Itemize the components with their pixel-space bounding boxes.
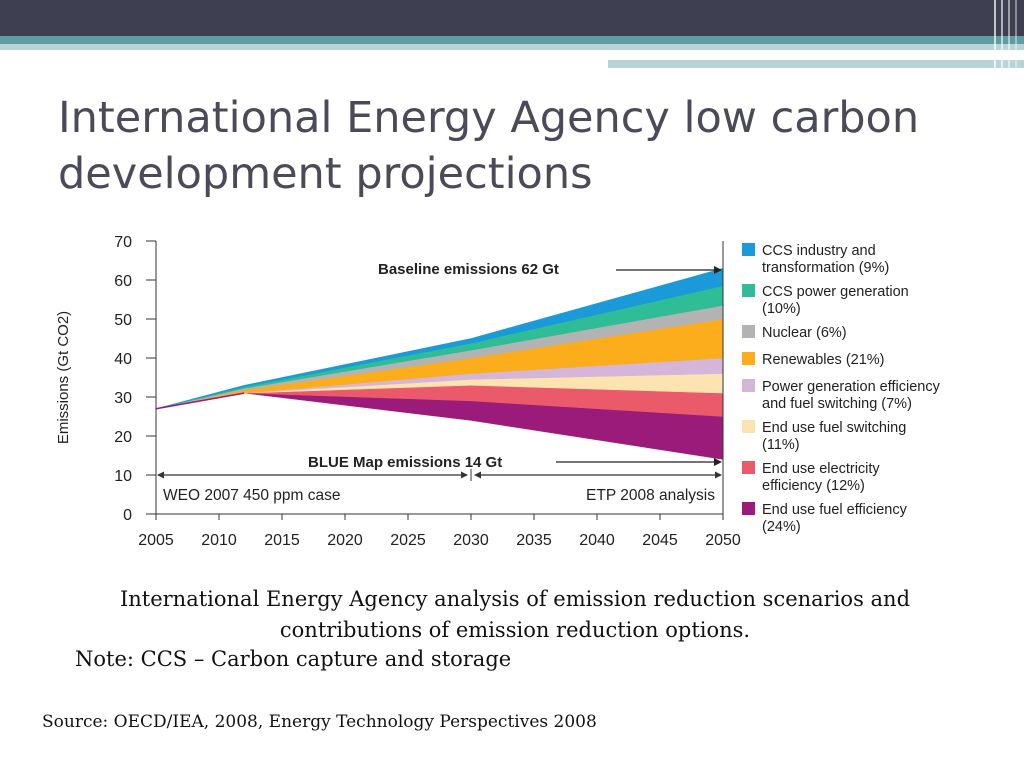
legend-swatch-6 xyxy=(742,461,755,474)
y-tick-label-70: 70 xyxy=(114,234,132,251)
x-tick-label-2030: 2030 xyxy=(453,532,489,549)
band-white-rule xyxy=(608,55,948,58)
y-tick-label-60: 60 xyxy=(114,273,132,290)
legend-label-6-0: End use electricity xyxy=(762,461,880,477)
x-tick-label-2020: 2020 xyxy=(327,532,363,549)
etp-span-arrow-left xyxy=(474,471,481,479)
top-decorative-band xyxy=(0,0,1024,70)
legend-label-5-0: End use fuel switching xyxy=(762,420,906,436)
bluemap-emissions-label: BLUE Map emissions 14 Gt xyxy=(308,454,502,471)
band-light-strip xyxy=(0,44,1024,50)
legend-swatch-2 xyxy=(742,325,755,338)
legend-label-3-0: Renewables (21%) xyxy=(762,352,885,368)
band-teal-strip xyxy=(0,36,1024,44)
legend-label-5-1: (11%) xyxy=(762,437,800,453)
y-tick-label-0: 0 xyxy=(123,507,132,524)
legend-label-7-1: (24%) xyxy=(762,519,801,535)
legend-swatch-4 xyxy=(742,379,755,392)
x-tick-label-2040: 2040 xyxy=(579,532,615,549)
weo-span-arrow-right xyxy=(461,471,468,479)
chart-container: 0 10 20 30 40 50 60 70 2005 2010 2015 2020 2025 2030 2… xyxy=(40,222,980,562)
legend-label-4-1: and fuel switching (7%) xyxy=(762,396,912,412)
y-tick-label-20: 20 xyxy=(114,429,132,446)
legend-label-1-0: CCS power generation xyxy=(762,284,909,300)
weo-span-arrow-left xyxy=(157,471,164,479)
legend-swatch-1 xyxy=(742,284,755,297)
slide-title: International Energy Agency low carbon d… xyxy=(58,93,920,199)
ccs-note: Note: CCS – Carbon capture and storage xyxy=(75,647,512,671)
band-vertical-rules xyxy=(994,0,1017,70)
weo-period-label: WEO 2007 450 ppm case xyxy=(163,487,341,504)
legend-swatch-0 xyxy=(742,243,755,256)
legend-swatch-3 xyxy=(742,352,755,365)
baseline-emissions-label: Baseline emissions 62 Gt xyxy=(378,261,559,278)
x-tick-label-2050: 2050 xyxy=(705,532,741,549)
legend-swatch-5 xyxy=(742,420,755,433)
baseline-label-bg xyxy=(370,256,616,280)
legend-label-7-0: End use fuel efficiency xyxy=(762,502,908,518)
source-citation: Source: OECD/IEA, 2008, Energy Technolog… xyxy=(42,712,597,732)
x-tick-label-2010: 2010 xyxy=(201,532,237,549)
y-tick-label-10: 10 xyxy=(114,468,132,485)
legend-label-1-1: (10%) xyxy=(762,301,801,317)
legend-label-4-0: Power generation efficiency xyxy=(762,379,941,395)
chart-caption: International Energy Agency analysis of … xyxy=(119,587,911,642)
y-tick-label-30: 30 xyxy=(114,390,132,407)
y-tick-label-50: 50 xyxy=(114,312,132,329)
x-tick-label-2005: 2005 xyxy=(138,532,174,549)
x-tick-label-2015: 2015 xyxy=(264,532,300,549)
legend-label-6-1: efficiency (12%) xyxy=(762,478,865,494)
band-light-tab xyxy=(608,60,1024,68)
y-tick-label-40: 40 xyxy=(114,351,132,368)
bluemap-label-bg xyxy=(302,450,556,474)
legend-label-0-0: CCS industry and xyxy=(762,243,876,259)
baseline-arrow-head xyxy=(714,266,722,274)
bluemap-arrow-head xyxy=(714,458,722,466)
legend-label-0-1: transformation (9%) xyxy=(762,260,889,276)
etp-span-arrow-right xyxy=(715,471,722,479)
etp-period-label: ETP 2008 analysis xyxy=(586,487,715,504)
legend-label-2-0: Nuclear (6%) xyxy=(762,325,847,341)
x-tick-label-2035: 2035 xyxy=(516,532,552,549)
y-axis-label: Emissions (Gt CO2) xyxy=(55,311,72,444)
band-dark-strip xyxy=(0,0,1024,36)
legend-swatch-7 xyxy=(742,502,755,515)
trunk-line xyxy=(155,392,245,410)
x-tick-label-2025: 2025 xyxy=(390,532,426,549)
x-tick-label-2045: 2045 xyxy=(642,532,678,549)
